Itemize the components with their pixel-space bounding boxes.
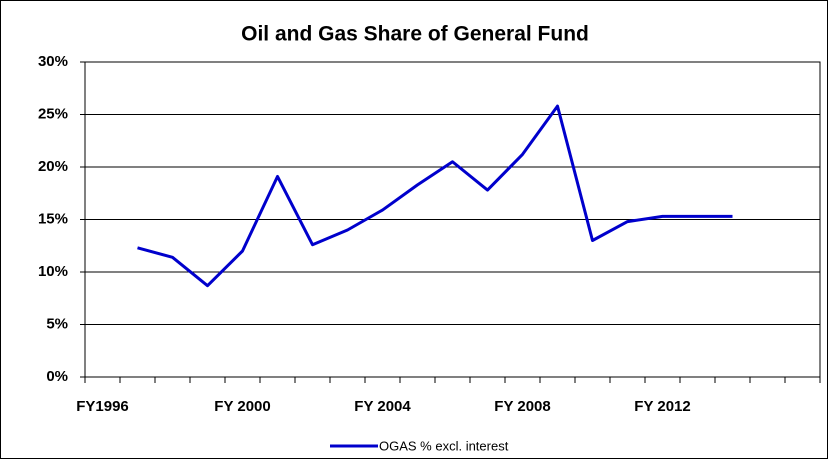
y-tick-label: 25%	[38, 105, 68, 122]
y-tick-label: 20%	[38, 158, 68, 175]
y-tick-label: 15%	[38, 210, 68, 227]
x-tick-label: FY 2008	[494, 398, 550, 415]
series-line	[137, 104, 733, 288]
x-tick-label: FY1996	[76, 398, 129, 415]
y-tick-label: 0%	[46, 368, 68, 385]
x-tick-label: FY 2004	[354, 398, 411, 415]
legend-label: OGAS % excl. interest	[379, 438, 509, 453]
chart-title: Oil and Gas Share of General Fund	[241, 23, 589, 46]
x-tick-label: FY 2012	[634, 398, 690, 415]
x-tick-label: FY 2000	[214, 398, 270, 415]
y-tick-label: 30%	[38, 53, 68, 70]
y-tick-label: 10%	[38, 263, 68, 280]
y-tick-label: 5%	[46, 315, 68, 332]
